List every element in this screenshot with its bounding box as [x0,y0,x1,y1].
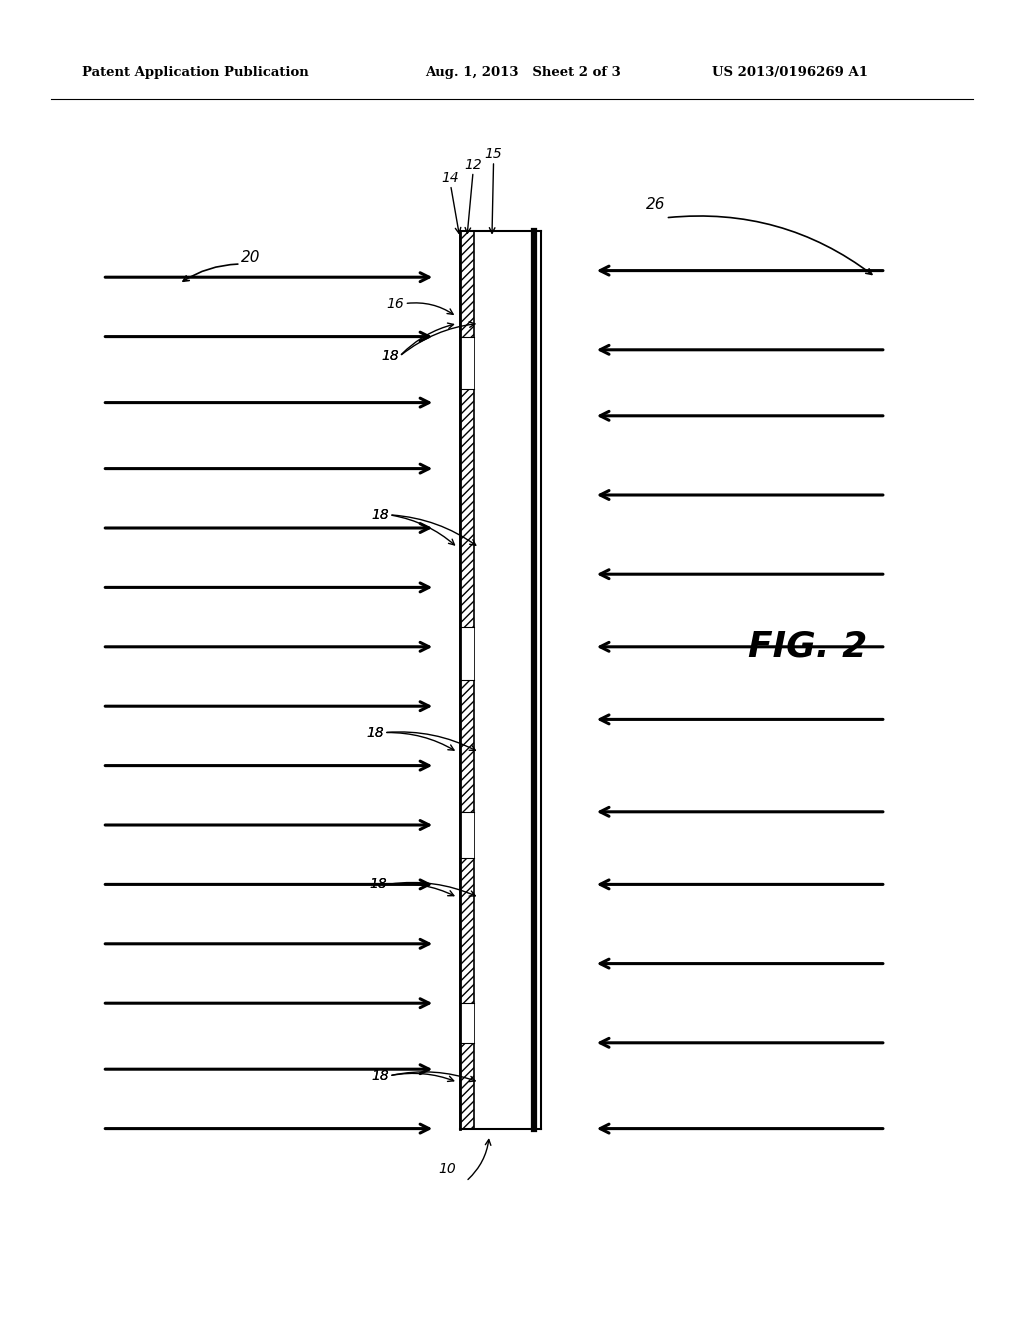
Bar [460,627,474,680]
Text: 12: 12 [464,157,482,172]
Text: 18: 18 [367,726,384,739]
Text: US 2013/0196269 A1: US 2013/0196269 A1 [712,66,867,79]
Text: 26: 26 [645,197,666,213]
Text: 15: 15 [484,147,503,161]
Text: 10: 10 [438,1162,456,1176]
Text: 18: 18 [382,350,399,363]
Text: 16: 16 [387,297,404,310]
Bar [474,231,534,1129]
Text: Aug. 1, 2013   Sheet 2 of 3: Aug. 1, 2013 Sheet 2 of 3 [425,66,621,79]
Text: 18: 18 [370,878,387,891]
Bar [460,337,474,389]
Text: 18: 18 [372,1069,389,1082]
Text: 14: 14 [441,170,460,185]
Bar [460,231,474,1129]
Text: 18: 18 [372,508,389,521]
Text: 18: 18 [370,878,387,891]
Text: FIG. 2: FIG. 2 [748,630,866,664]
Text: 18: 18 [367,726,384,739]
Text: 18: 18 [372,508,389,521]
Text: 18: 18 [372,1069,389,1082]
Text: 20: 20 [241,249,261,265]
Text: Patent Application Publication: Patent Application Publication [82,66,308,79]
Bar [460,812,474,858]
Bar [460,1003,474,1043]
Text: 18: 18 [382,350,399,363]
